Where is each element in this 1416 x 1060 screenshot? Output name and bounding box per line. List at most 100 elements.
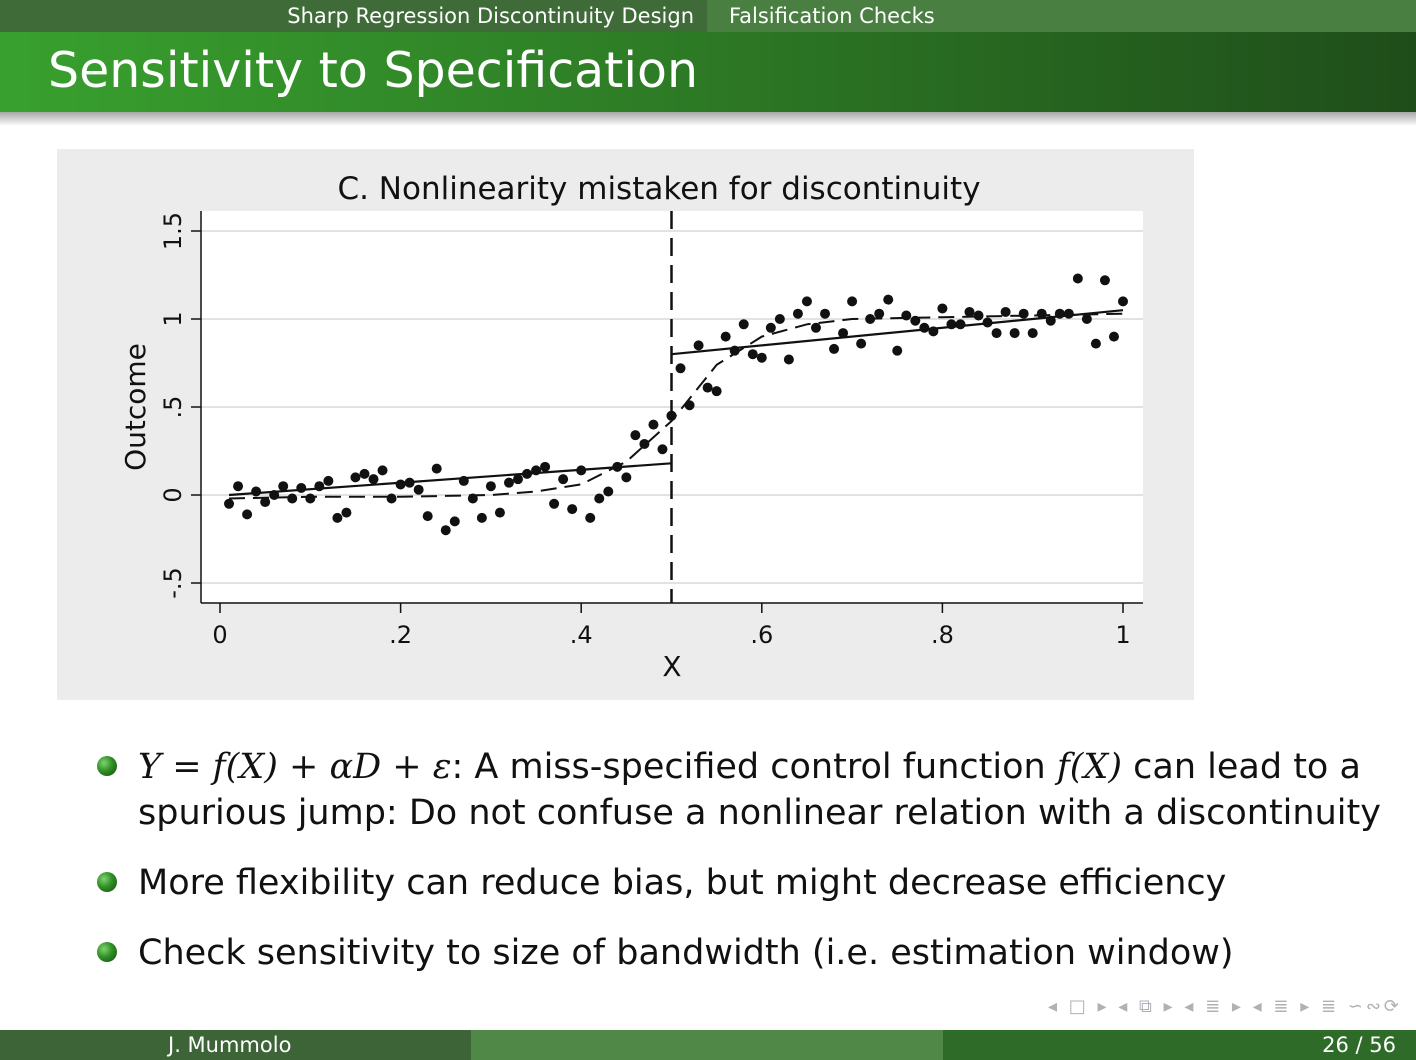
true-function-line xyxy=(228,312,1124,500)
data-point xyxy=(883,294,894,305)
x-tick-label: .4 xyxy=(570,621,593,649)
data-point xyxy=(449,516,460,527)
data-point xyxy=(540,461,551,472)
x-tick-label: 1 xyxy=(1115,621,1130,649)
y-axis-label: Outcome xyxy=(119,343,152,471)
data-point xyxy=(874,308,885,319)
y-tick-label: 1 xyxy=(159,311,187,326)
data-point xyxy=(1118,296,1128,307)
data-point xyxy=(1000,306,1011,317)
bullet-icon xyxy=(97,872,117,892)
data-point xyxy=(1027,328,1038,339)
x-axis-label: X xyxy=(662,650,681,683)
data-point xyxy=(512,474,523,485)
data-point xyxy=(224,498,235,509)
data-point xyxy=(413,484,424,495)
y-tick-label: 0 xyxy=(159,487,187,502)
data-point xyxy=(820,308,831,319)
data-point xyxy=(404,477,415,488)
bullet-icon xyxy=(97,756,117,776)
data-point xyxy=(657,444,668,455)
x-axis-ticks: 0 .2 .4 .6 .8 1 xyxy=(212,603,1131,649)
bullet-text-2: More flexibility can reduce bias, but mi… xyxy=(138,863,1227,903)
data-point xyxy=(269,490,280,500)
data-point xyxy=(305,493,316,504)
data-point xyxy=(856,338,867,349)
data-point xyxy=(1009,328,1020,339)
footer-middle-panel xyxy=(471,1030,943,1060)
data-point xyxy=(1054,308,1065,319)
nav-section-falsification-checks[interactable]: Falsification Checks xyxy=(729,4,935,28)
data-point xyxy=(603,486,614,497)
data-point xyxy=(395,479,406,490)
data-point xyxy=(1045,315,1056,326)
data-point xyxy=(639,438,650,449)
data-point xyxy=(350,472,361,483)
bullet-text-1b: can lead to a xyxy=(1122,747,1361,787)
slide-footer: J. Mummolo 26 / 56 xyxy=(0,1030,1416,1060)
data-point xyxy=(594,493,605,504)
data-point xyxy=(494,507,505,518)
nav-section-highlight xyxy=(0,0,707,32)
fit-lines xyxy=(228,211,1124,603)
data-point xyxy=(296,482,307,493)
data-point xyxy=(386,493,397,504)
footer-right-panel xyxy=(943,1030,1416,1060)
data-point xyxy=(621,472,632,483)
data-point xyxy=(865,314,876,324)
data-point xyxy=(549,498,560,509)
slide-title: Sensitivity to Specification xyxy=(48,42,699,99)
data-point xyxy=(260,497,271,508)
data-point xyxy=(458,475,469,486)
data-point xyxy=(576,465,587,476)
bullet-item-flexibility: More flexibility can reduce bias, but mi… xyxy=(97,860,1387,908)
data-point xyxy=(991,328,1002,339)
nav-section-sharp-rdd[interactable]: Sharp Regression Discontinuity Design xyxy=(287,4,694,28)
y-axis-ticks: -.5 0 .5 1 1.5 xyxy=(159,212,201,599)
data-point xyxy=(630,430,641,441)
bullet-text-3: Check sensitivity to size of bandwidth (… xyxy=(138,933,1234,973)
data-point xyxy=(1099,275,1110,286)
data-point xyxy=(558,474,569,485)
chart-title: C. Nonlinearity mistaken for discontinui… xyxy=(337,171,980,207)
data-point xyxy=(648,419,659,430)
bullet-icon xyxy=(97,942,117,962)
y-tick-label: .5 xyxy=(159,396,187,419)
data-point xyxy=(738,319,749,330)
bullet-text-1a: : A miss-specified control function xyxy=(451,747,1057,787)
chart-svg: C. Nonlinearity mistaken for discontinui… xyxy=(119,171,1143,683)
data-point xyxy=(314,481,325,492)
data-point xyxy=(982,317,993,328)
data-point xyxy=(242,509,253,520)
bullet-item-bandwidth: Check sensitivity to size of bandwidth (… xyxy=(97,930,1387,978)
data-point xyxy=(792,308,803,319)
beamer-navigation-symbols[interactable]: ◂ □ ▸ ◂ ⧉ ▸ ◂ ≣ ▸ ◂ ≣ ▸ ≣ ∽∾⟳ xyxy=(1047,996,1402,1017)
x-tick-label: .6 xyxy=(750,621,773,649)
footer-author: J. Mummolo xyxy=(168,1033,292,1057)
equation-model: Y = f(X) + αD + ε xyxy=(138,747,452,787)
bullet-item-specification: Y = f(X) + αD + ε: A miss-specified cont… xyxy=(97,744,1387,839)
data-point xyxy=(1090,338,1101,349)
data-point xyxy=(684,400,695,411)
data-point xyxy=(1018,308,1029,319)
data-point xyxy=(332,512,343,523)
data-point xyxy=(711,386,722,397)
data-point xyxy=(720,331,731,342)
data-point xyxy=(612,461,623,472)
data-point xyxy=(928,326,939,337)
top-navigation-bar: Sharp Regression Discontinuity Design Fa… xyxy=(0,0,1416,32)
y-tick-label: -.5 xyxy=(159,567,187,599)
bullet-text-1c: spurious jump: Do not confuse a nonlinea… xyxy=(138,793,1381,833)
data-point xyxy=(847,296,858,307)
footer-left-panel xyxy=(0,1030,471,1060)
data-point xyxy=(440,525,451,536)
data-point xyxy=(756,352,767,363)
data-point xyxy=(964,306,975,317)
title-bar-shadow xyxy=(0,112,1416,126)
data-point xyxy=(937,303,948,314)
data-point xyxy=(251,486,262,497)
chart-figure: C. Nonlinearity mistaken for discontinui… xyxy=(57,149,1194,700)
data-point xyxy=(955,319,966,330)
data-point xyxy=(323,475,334,486)
data-point xyxy=(910,315,921,326)
